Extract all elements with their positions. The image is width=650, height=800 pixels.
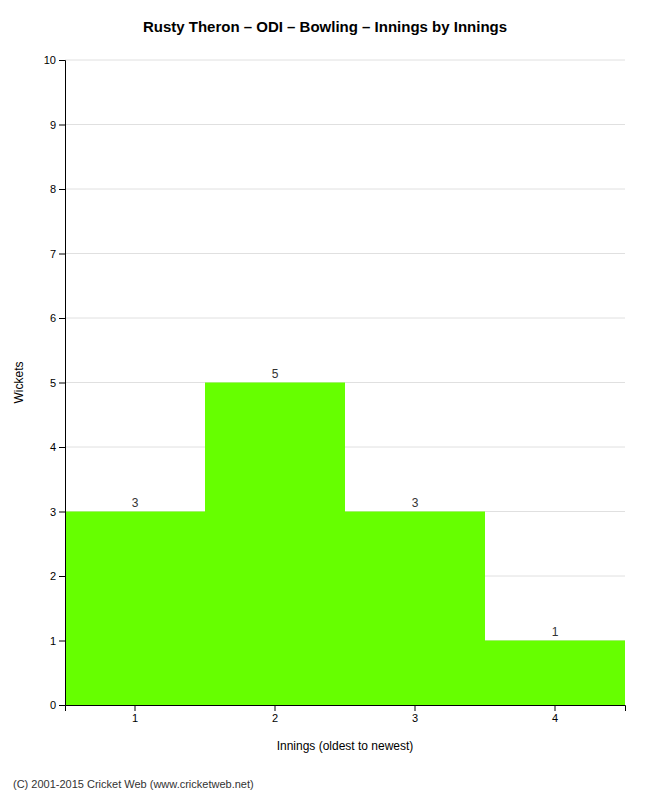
footer: (C) 2001-2015 Cricket Web (www.cricketwe… [13,778,254,790]
data-label: 3 [132,496,139,510]
tick-label: 6 [50,312,56,324]
bar [485,641,625,706]
tick: 7 [50,248,65,260]
tick-mark [59,705,65,706]
grid [65,60,625,705]
y-axis: 0 1 2 3 4 5 6 7 8 9 10 [44,54,66,711]
tick-label: 9 [50,119,56,131]
tick-mark [415,705,416,711]
tick-label: 3 [412,712,418,724]
tick-mark [59,189,65,190]
tick-mark [59,60,65,61]
tick: 5 [50,377,65,389]
tick: 8 [50,183,65,195]
bars [65,383,625,706]
tick-label: 2 [50,570,56,582]
grid-line [65,189,625,190]
tick-mark [555,705,556,711]
tick-mark [135,705,136,711]
tick-label: 10 [44,54,56,66]
plot: 0 1 2 3 4 5 6 7 8 9 10 1 2 3 4 3 5 3 1 Innings (oldest to n… [12,54,626,753]
tick: 1 [50,635,65,647]
tick-label: 3 [50,506,56,518]
tick-label: 2 [272,712,278,724]
grid-line [65,253,625,254]
tick: 6 [50,312,65,324]
tick: 2 [272,705,278,724]
bar [65,512,205,706]
bar [345,512,485,706]
tick-mark [59,576,65,577]
title: Rusty Theron – ODI – Bowling – Innings b… [143,18,507,35]
tick-mark [275,705,276,711]
tick: 3 [412,705,418,724]
tick-label: 1 [132,712,138,724]
chart: 0 1 2 3 4 5 6 7 8 9 10 1 2 3 4 3 5 3 1 Innings (oldest to n… [0,0,650,800]
tick-label: 4 [552,712,558,724]
tick: 10 [44,54,65,66]
y-axis-title: Wickets [12,362,26,404]
tick-mark [59,254,65,255]
tick-label: 7 [50,248,56,260]
x-axis-title: Innings (oldest to newest) [277,739,414,753]
tick: 4 [552,705,558,724]
tick-mark [59,512,65,513]
grid-line [65,318,625,319]
bar [205,383,345,706]
data-labels: 3 5 3 1 [132,367,559,639]
x-axis: 1 2 3 4 [66,705,626,724]
tick: 4 [50,441,65,453]
grid-line [65,60,625,61]
axis-line [59,61,66,706]
data-label: 5 [272,367,279,381]
tick-label: 5 [50,377,56,389]
tick: 9 [50,119,65,131]
tick: 1 [132,705,138,724]
tick-label: 0 [50,699,56,711]
grid-line [65,124,625,125]
tick-mark [59,641,65,642]
tick: 3 [50,506,65,518]
tick-mark [59,318,65,319]
axis-line [66,706,626,712]
data-label: 3 [412,496,419,510]
tick: 0 [50,699,65,711]
tick-label: 4 [50,441,56,453]
tick-mark [59,125,65,126]
tick-mark [59,383,65,384]
tick-mark [59,447,65,448]
tick-label: 8 [50,183,56,195]
tick: 2 [50,570,65,582]
data-label: 1 [552,625,559,639]
tick-label: 1 [50,635,56,647]
